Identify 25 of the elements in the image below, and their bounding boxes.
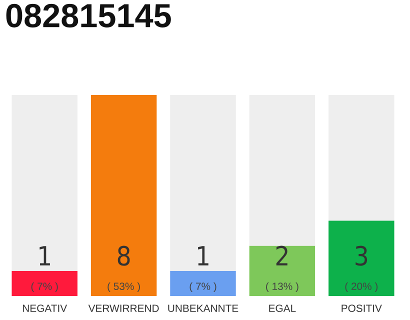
- chart-title: 082815145: [6, 4, 171, 28]
- x-tick-label: EGAL: [269, 304, 296, 312]
- bar: [328, 95, 394, 221]
- x-tick-label: POSITIV: [342, 304, 382, 312]
- bar: [328, 220, 394, 296]
- x-tick-label: VERWIRREND: [88, 304, 159, 312]
- data-label: 1: [40, 246, 50, 266]
- bar: [249, 95, 316, 246]
- annotation: ( 53% ): [108, 282, 140, 292]
- x-tick-label: UNBEKANNTE: [168, 304, 238, 312]
- x-tick-label: NEGATIV: [22, 304, 68, 312]
- bar: [170, 95, 236, 271]
- bar: [12, 270, 78, 296]
- bar: [90, 95, 157, 296]
- data-label: 3: [356, 246, 368, 266]
- bar: [12, 95, 78, 271]
- data-label: 8: [118, 246, 130, 266]
- bar: [249, 246, 316, 296]
- annotation: ( 7% ): [190, 282, 216, 292]
- annotation: ( 13% ): [266, 282, 298, 292]
- data-label: 1: [198, 246, 208, 266]
- data-label: 2: [276, 246, 288, 266]
- bar: [170, 270, 236, 296]
- annotation: ( 20% ): [345, 282, 378, 292]
- annotation: ( 7% ): [31, 282, 58, 292]
